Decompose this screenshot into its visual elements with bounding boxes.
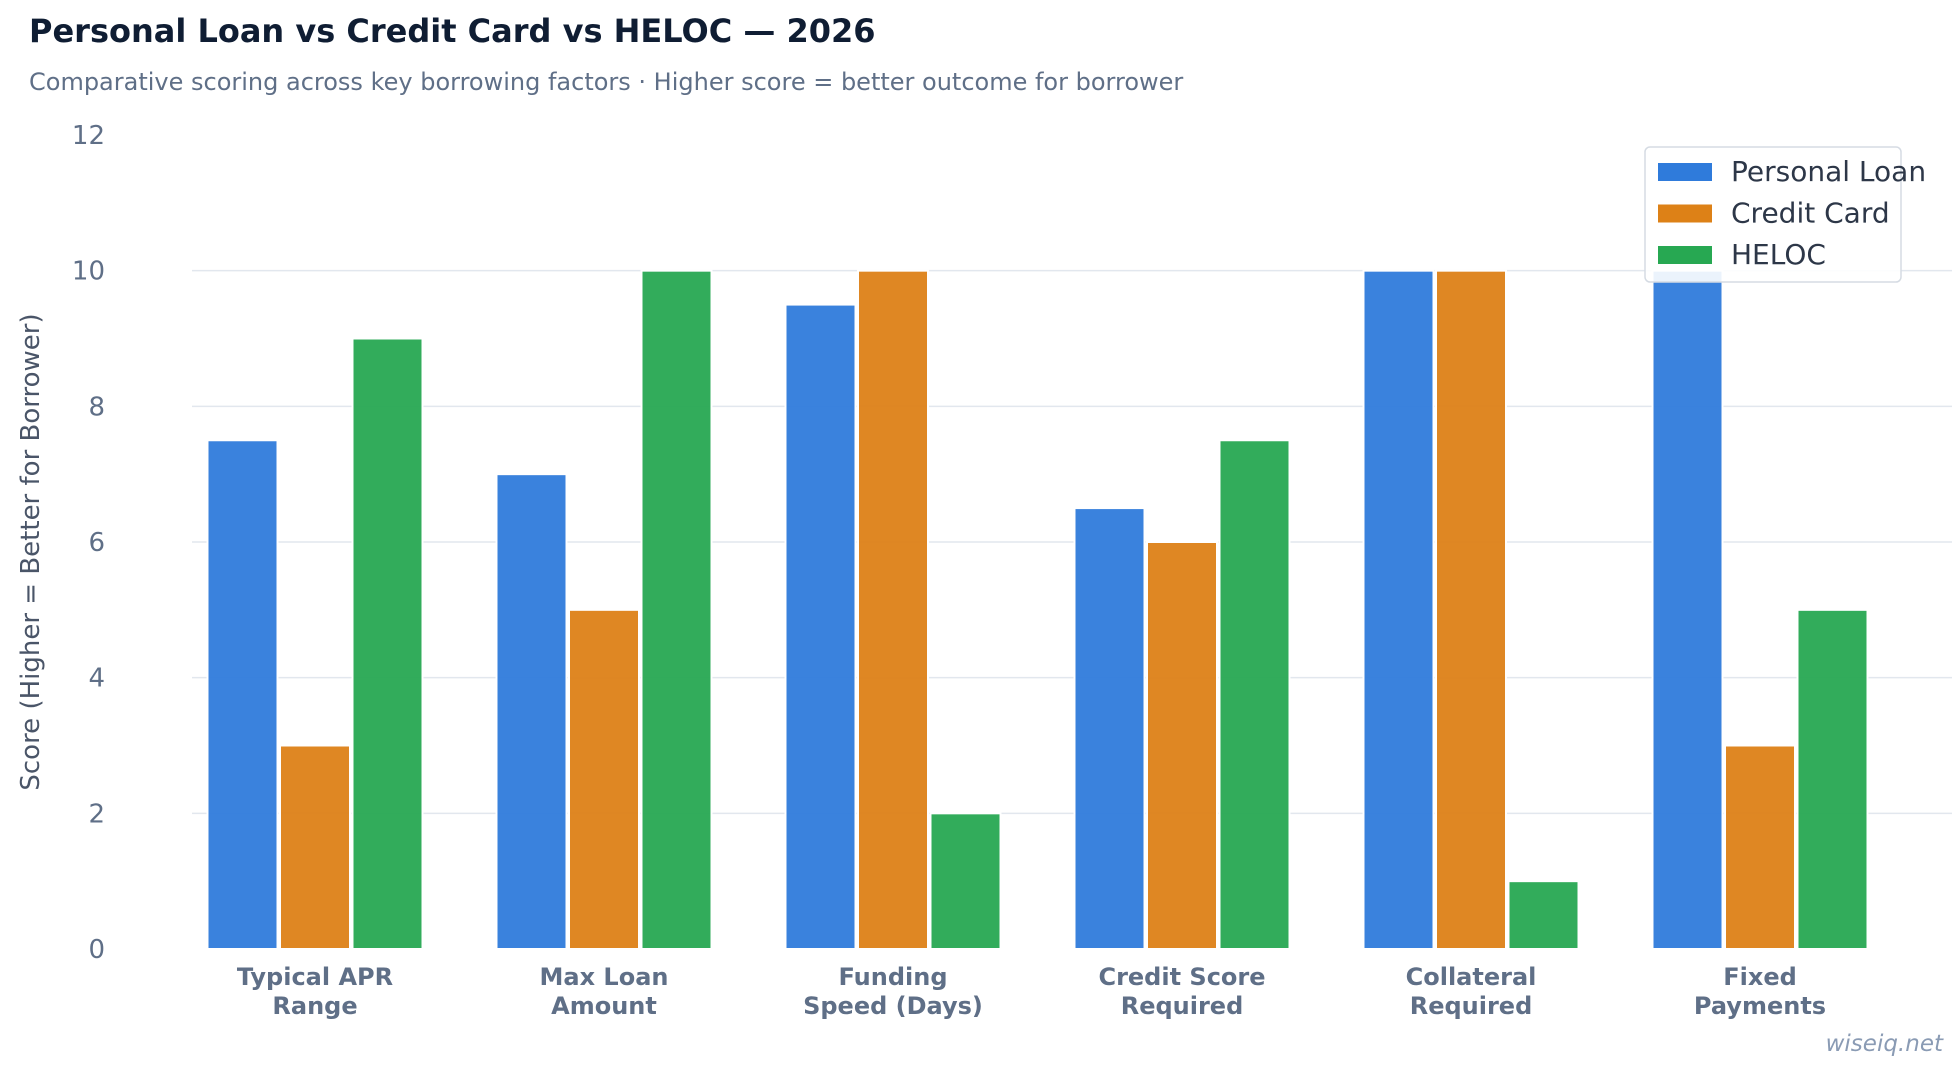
y-tick-label: 12 [72,121,105,151]
bar-heloc [640,269,713,950]
y-tick-label: 2 [88,799,105,829]
bar-credit-card [857,269,929,950]
y-tick-label: 0 [88,935,105,965]
y-tick-label: 4 [88,664,105,694]
y-axis-label: Score (Higher = Better for Borrower) [16,313,46,790]
bar-credit-card [568,608,640,950]
bar-heloc [1507,880,1580,951]
bars [206,269,1869,951]
bar-heloc [351,337,424,950]
bar-personal-loan [1073,507,1146,950]
legend-swatch [1658,163,1712,181]
y-axis-ticks: 0 2 4 6 8 10 12 [72,121,105,965]
x-tick-label: Typical APR Range [237,963,393,1020]
bar-personal-loan [1362,269,1435,950]
x-tick-label: Funding Speed (Days) [803,963,983,1020]
chart-subtitle: Comparative scoring across key borrowing… [29,68,1184,96]
bar-personal-loan [206,439,279,950]
x-tick-label: Fixed Payments [1694,963,1826,1020]
legend-swatch [1658,204,1712,223]
watermark: wiseiq.net [1825,1031,1943,1057]
x-axis-ticks: Typical APR Range Max Loan Amount Funding Spe… [237,963,1826,1020]
legend-label: Credit Card [1731,197,1890,230]
bar-heloc [1796,608,1869,950]
bar-credit-card [1724,744,1796,950]
legend: Personal Loan Credit Card HELOC [1644,146,1926,283]
legend-label: Personal Loan [1731,155,1926,188]
x-tick-label: Credit Score Required [1098,963,1265,1020]
y-tick-label: 10 [72,257,105,287]
x-tick-label: Collateral Required [1406,963,1537,1020]
bar-heloc [929,812,1002,950]
x-tick-label: Max Loan Amount [540,963,669,1020]
y-tick-label: 8 [88,392,105,422]
bar-credit-card [1146,541,1218,950]
bar-personal-loan [495,473,568,950]
legend-swatch [1658,246,1712,264]
legend-label: HELOC [1731,238,1826,271]
bar-personal-loan [784,303,857,951]
bar-heloc [1218,439,1291,950]
bar-credit-card [279,744,351,950]
bar-credit-card [1435,269,1507,950]
y-tick-label: 6 [88,528,105,558]
bar-personal-loan [1651,269,1724,950]
chart-title: Personal Loan vs Credit Card vs HELOC — … [29,12,876,50]
